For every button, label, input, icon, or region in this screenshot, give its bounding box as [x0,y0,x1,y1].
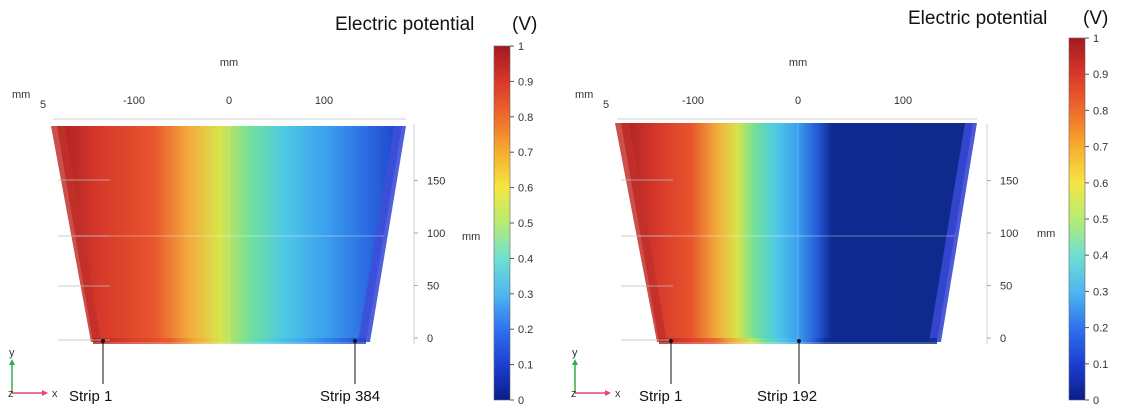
x-tick-label: -100 [123,95,145,107]
y-axis-unit: mm [1037,228,1055,240]
y-tick-label: 50 [1000,281,1012,293]
right-edge [358,126,406,342]
colorbar-title: Electric potential [335,14,474,35]
x-axis-unit: mm [789,57,807,69]
corner-value: 5 [603,99,609,111]
strip-dot [101,339,105,343]
y-tick-label: 0 [1000,333,1006,345]
y-axis-unit: mm [462,231,480,243]
triad-y-arrow [572,359,578,365]
triad-x-arrow [42,390,48,396]
strip-dot [669,339,673,343]
y-tick-label: 0 [427,333,433,345]
colorbar-title: Electric potential [908,8,1047,29]
colorbar-tick-label: 0.3 [1093,286,1108,298]
colorbar-tick-label: 1 [518,41,524,53]
colorbar-tick-label: 0.2 [518,324,533,336]
y-tick-label: 150 [427,176,445,188]
colorbar-tick-label: 1 [1093,33,1099,45]
colorbar-tick-label: 0.9 [518,76,533,88]
y-tick-label: 100 [1000,228,1018,240]
colorbar [1068,37,1086,401]
colorbar-tick-label: 0.7 [518,147,533,159]
y-tick-label: 100 [427,228,445,240]
colorbar-tick-label: 0.1 [1093,359,1108,371]
x-tick-label: 0 [795,95,801,107]
colorbar [493,45,511,401]
x-tick-label: 100 [315,95,333,107]
colorbar-tick-label: 0.3 [518,289,533,301]
x-tick-label: 0 [226,95,232,107]
colorbar-tick-label: 0.8 [518,112,533,124]
triad-x-label: x [615,388,621,400]
colorbar-unit: (V) [512,14,537,35]
right-edge [929,123,977,342]
colorbar-tick-label: 0.2 [1093,323,1108,335]
panel-right: -100 0 100 mm mm 5 0 50 100 150 mm Electric potenti… [563,0,1121,408]
colorbar-tick-label: 0.4 [518,253,533,265]
y-tick-label: 50 [427,281,439,293]
colorbar-tick-label: 0.4 [1093,250,1108,262]
x-tick-label: -100 [682,95,704,107]
colorbar-tick-label: 0 [518,395,524,407]
x-tick-label: 100 [894,95,912,107]
strip-label: Strip 192 [757,388,817,405]
colorbar-tick-label: 0.7 [1093,142,1108,154]
triad-y-label: y [9,347,15,359]
triad-x-arrow [605,390,611,396]
colorbar-tick-label: 0.6 [518,183,533,195]
strip-dot [797,339,801,343]
colorbar-tick-label: 0.5 [518,218,533,230]
colorbar-tick-label: 0.5 [1093,214,1108,226]
strip-dot [353,339,357,343]
strip-band [93,338,366,344]
potential-field [621,123,973,342]
y-tick-label: 150 [1000,176,1018,188]
triad-z-label: z [571,388,577,400]
triad-y-label: y [572,347,578,359]
colorbar-tick-label: 0 [1093,395,1099,407]
triad-y-arrow [9,359,15,365]
strip-label: Strip 1 [639,388,682,405]
strip-label: Strip 1 [69,388,112,405]
triad-x-label: x [52,388,58,400]
colorbar-tick-label: 0.9 [1093,69,1108,81]
triad-z-label: z [8,388,14,400]
corner-unit: mm [575,89,593,101]
x-axis-unit: mm [220,57,238,69]
colorbar-tick-label: 0.8 [1093,105,1108,117]
left-edge [615,123,667,342]
panel-left: -100 0 100 mm mm 5 0 50 100 150 mm Electric potenti… [0,0,560,408]
colorbar-tick-label: 0.1 [518,360,533,372]
strip-label: Strip 384 [320,388,380,405]
colorbar-unit: (V) [1083,8,1108,29]
colorbar-tick-label: 0.6 [1093,178,1108,190]
corner-value: 5 [40,99,46,111]
corner-unit: mm [12,89,30,101]
potential-field [57,126,402,342]
